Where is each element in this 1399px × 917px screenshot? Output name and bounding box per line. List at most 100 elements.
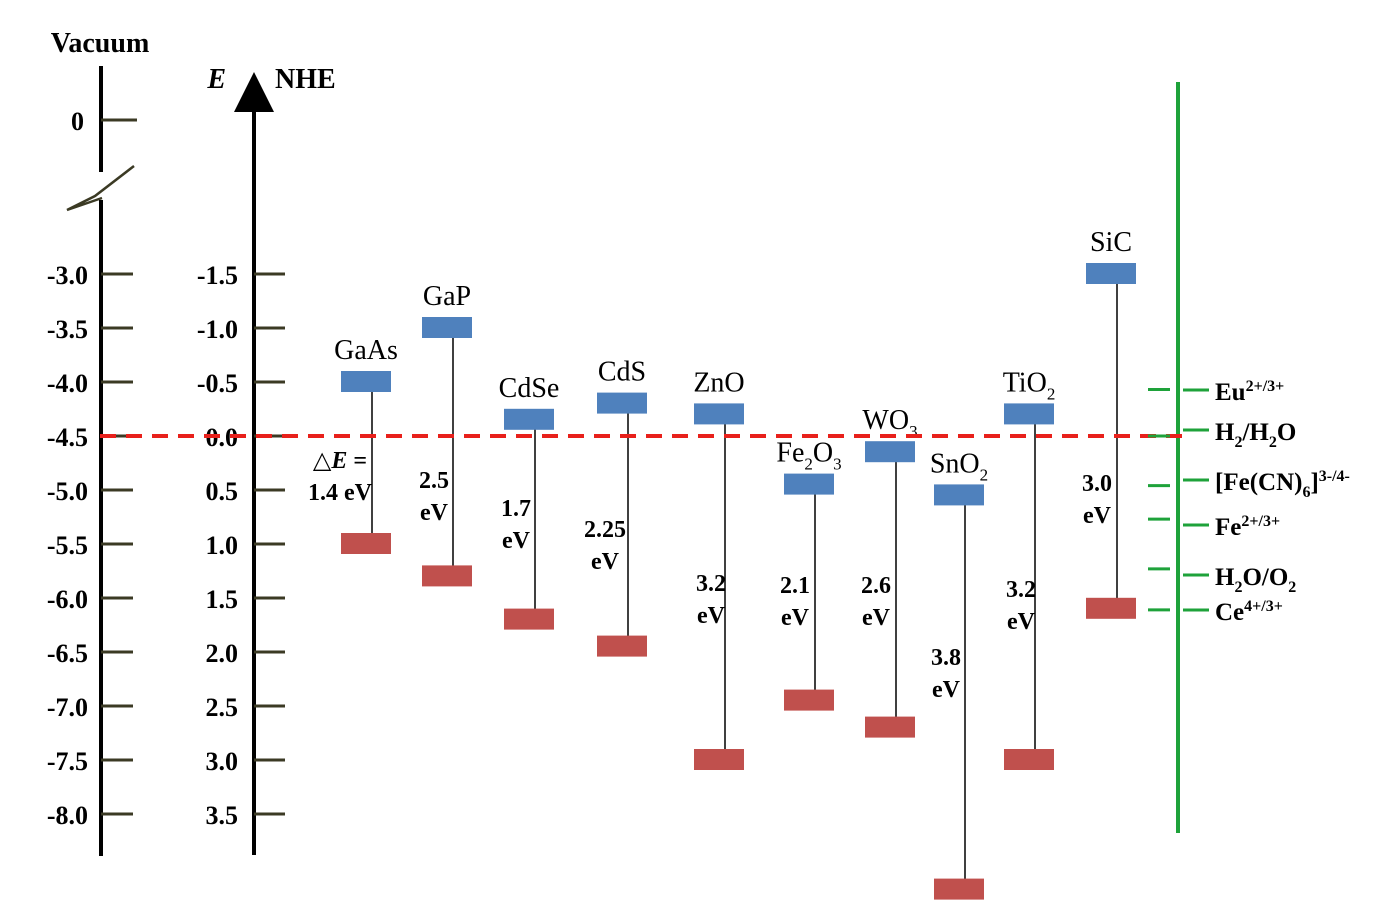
material-label: ZnO: [693, 367, 744, 398]
band-gap-value: eV: [1007, 609, 1036, 635]
vacuum-tick-label: -6.0: [47, 585, 88, 614]
material-fe2o3: Fe2O3​ 2.1 eV: [776, 438, 842, 711]
nhe-tick-label: 3.5: [206, 801, 239, 830]
redox-couple-label: H2/H2O: [1215, 419, 1296, 451]
material-wo3: WO3​ 2.6 eV: [861, 405, 918, 738]
material-cdse: CdSe 1.7 eV: [499, 373, 560, 630]
vacuum-zero-label: 0: [71, 107, 84, 136]
band-gap-value: eV: [781, 605, 810, 631]
vacuum-tick-label: -8.0: [47, 801, 88, 830]
redox-couple-fe-cn-6-3-4: [Fe(CN)6]3-/4-​: [1148, 468, 1350, 501]
conduction-band-edge: [784, 473, 834, 495]
vacuum-axis: 0: [66, 66, 137, 856]
band-gap-value: eV: [1083, 503, 1112, 529]
redox-couple-h2o-o2: H2O/O2​: [1148, 564, 1296, 596]
nhe-ticks: -1.5-1.0-0.50.00.51.01.52.02.53.03.5: [197, 261, 285, 830]
nhe-axis-e-symbol: E: [206, 64, 226, 95]
conduction-band-edge: [504, 408, 554, 430]
redox-couple-ce4-3: Ce4+/3+​: [1148, 598, 1283, 626]
nhe-tick-label: 1.5: [206, 585, 239, 614]
material-label: GaP: [423, 281, 471, 312]
band-gap-value: eV: [502, 528, 531, 554]
nhe-tick-label: -1.0: [197, 315, 238, 344]
vacuum-tick-label: -4.5: [47, 423, 88, 452]
material-gaas: GaAs △E = 1.4 eV: [308, 335, 398, 554]
band-gap-value: eV: [932, 677, 961, 703]
valence-band-edge: [865, 716, 915, 738]
vacuum-tick-label: -6.5: [47, 639, 88, 668]
band-gap-value: 3.2: [696, 571, 726, 597]
conduction-band-edge: [934, 484, 984, 506]
vacuum-tick-label: -4.0: [47, 369, 88, 398]
nhe-axis: E NHE: [206, 64, 336, 855]
valence-band-edge: [934, 878, 984, 900]
conduction-band-edge: [694, 403, 744, 425]
materials: GaAs △E = 1.4 eV GaP 2.5 eV CdSe 1.7 eV CdS 2.25 eV…: [308, 227, 1136, 900]
redox-couple-label: Fe2+/3+​: [1215, 513, 1280, 541]
conduction-band-edge: [1086, 263, 1136, 284]
redox-couple-label: Ce4+/3+​: [1215, 598, 1283, 626]
band-gap-value: eV: [591, 549, 620, 575]
material-sic: SiC 3.0 eV: [1082, 227, 1136, 619]
redox-couple-label: [Fe(CN)6]3-/4-​: [1215, 468, 1350, 501]
conduction-band-edge: [597, 392, 647, 414]
valence-band-edge: [597, 635, 647, 657]
valence-band-edge: [1004, 749, 1054, 770]
material-gap: GaP 2.5 eV: [419, 281, 472, 587]
material-label: Fe2O3​: [776, 438, 841, 474]
redox-couple-eu2-3: Eu2+/3+​: [1148, 378, 1284, 406]
redox-couple-h2-h2o: H2/H2O: [1148, 419, 1296, 451]
nhe-tick-label: 3.0: [206, 747, 239, 776]
vacuum-tick-label: -5.0: [47, 477, 88, 506]
band-gap-value: 3.2: [1006, 577, 1036, 603]
vacuum-tick-label: -7.5: [47, 747, 88, 776]
band-gap-value: eV: [862, 605, 891, 631]
valence-band-edge: [422, 565, 472, 587]
valence-band-edge: [341, 533, 391, 554]
vacuum-tick-label: -3.5: [47, 315, 88, 344]
band-gap-value: 1.7: [501, 496, 531, 522]
vacuum-tick-label: -7.0: [47, 693, 88, 722]
vacuum-ticks: -3.0 -3.5 -4.0 -4.5 -5.0 -5.5 -6.0 -6.5 -7.0 -7.5…: [47, 261, 133, 830]
axis-break-mark: [66, 165, 135, 212]
material-zno: ZnO 3.2 eV: [693, 367, 745, 770]
material-label: SiC: [1090, 227, 1132, 258]
band-gap-value: 2.25: [584, 517, 626, 543]
band-gap-value: 2.1: [780, 573, 810, 599]
band-gap-value: eV: [697, 603, 726, 629]
material-label: CdSe: [499, 373, 560, 404]
nhe-tick-label: -0.5: [197, 369, 238, 398]
valence-band-edge: [504, 608, 554, 630]
nhe-tick-label: 0.5: [206, 477, 239, 506]
conduction-band-edge: [422, 317, 472, 338]
band-gap-value: 2.5: [419, 468, 449, 494]
nhe-tick-label: 2.5: [206, 693, 239, 722]
vacuum-tick-label: -3.0: [47, 261, 88, 290]
redox-couple-label: Eu2+/3+​: [1215, 378, 1284, 406]
material-cds: CdS 2.25 eV: [584, 357, 647, 657]
nhe-tick-label: -1.5: [197, 261, 238, 290]
material-label: WO3​: [862, 405, 917, 441]
vacuum-tick-label: -5.5: [47, 531, 88, 560]
valence-band-edge: [1086, 597, 1136, 619]
valence-band-edge: [784, 689, 834, 711]
conduction-band-edge: [341, 371, 391, 392]
band-gap-value: 2.6: [861, 573, 891, 599]
band-gap-value: △E =: [313, 448, 367, 474]
material-label: GaAs: [334, 335, 398, 366]
material-label: TiO2​: [1003, 367, 1056, 403]
material-label: CdS: [598, 357, 646, 388]
redox-couple-label: H2O/O2​: [1215, 564, 1296, 596]
band-gap-value: 1.4 eV: [308, 480, 373, 506]
band-gap-value: 3.8: [931, 645, 961, 671]
material-label: SnO2​: [930, 448, 988, 484]
valence-band-edge: [694, 749, 744, 770]
conduction-band-edge: [865, 441, 915, 463]
material-tio2: TiO2​ 3.2 eV: [1003, 367, 1056, 770]
vacuum-axis-title: Vacuum: [51, 28, 150, 59]
conduction-band-edge: [1004, 403, 1054, 425]
nhe-axis-title: NHE: [275, 64, 336, 95]
redox-couple-fe2-3: Fe2+/3+​: [1148, 513, 1280, 541]
nhe-tick-label: 2.0: [206, 639, 239, 668]
